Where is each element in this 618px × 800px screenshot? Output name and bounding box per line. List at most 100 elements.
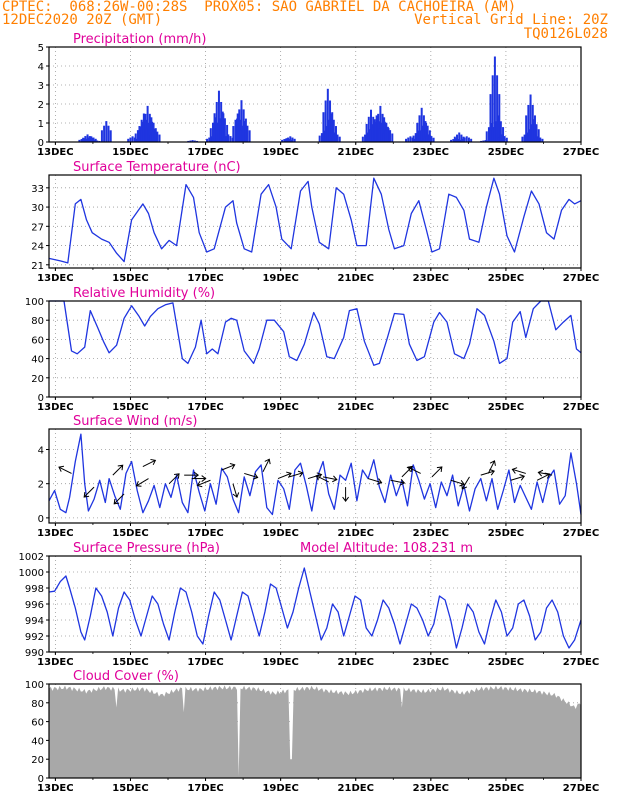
- precip-bar: [428, 134, 431, 142]
- y-tick-label: 1000: [19, 568, 44, 579]
- precip-bar: [78, 139, 81, 142]
- wind-arrow-icon: [450, 479, 465, 485]
- y-tick-label: 40: [31, 355, 44, 366]
- precip-bar: [154, 128, 157, 142]
- wind-arrow-icon: [480, 470, 495, 476]
- precip-bar: [107, 125, 110, 142]
- wind-arrow-icon: [461, 476, 470, 490]
- precip-bar: [369, 129, 372, 142]
- wind-arrow-icon: [315, 475, 329, 483]
- precip-bar: [287, 137, 290, 142]
- panel-note: Model Altitude: 108.231 m: [300, 541, 473, 556]
- wind-arrow-head: [264, 458, 271, 465]
- y-tick-label: 33: [31, 184, 44, 195]
- wind-arrow-head: [399, 478, 406, 486]
- y-tick-label: 60: [31, 335, 44, 346]
- wind-arrow-head: [83, 491, 90, 498]
- wind-arrow-head: [459, 479, 465, 487]
- y-tick-label: 990: [25, 648, 44, 659]
- precip-bar: [281, 139, 284, 142]
- precip-bar: [90, 136, 93, 142]
- x-tick-label: 23DEC: [413, 273, 449, 284]
- x-tick-label: 13DEC: [37, 273, 73, 284]
- x-tick-label: 15DEC: [112, 657, 148, 668]
- x-tick-label: 23DEC: [413, 402, 449, 413]
- wind-arrow-head: [113, 498, 120, 505]
- y-tick-label: 3: [38, 81, 44, 92]
- series-line: [49, 300, 582, 366]
- precip-bar: [193, 140, 196, 142]
- wind-arrow-icon: [512, 468, 526, 474]
- y-tick-label: 60: [31, 718, 44, 729]
- precip-bar: [361, 136, 364, 142]
- precip-bar: [149, 134, 152, 142]
- wind-arrow-head: [229, 463, 236, 470]
- precip-bar: [384, 130, 387, 142]
- y-tick-label: 4: [38, 62, 44, 73]
- precip-bar: [244, 121, 247, 142]
- y-tick-label: 996: [25, 600, 44, 611]
- precip-bar: [232, 126, 235, 142]
- precip-bar: [225, 136, 228, 142]
- x-tick-label: 17DEC: [187, 273, 223, 284]
- x-tick-label: 21DEC: [338, 783, 374, 794]
- precip-bar: [426, 125, 429, 142]
- x-tick-label: 25DEC: [488, 402, 524, 413]
- y-tick-label: 30: [31, 203, 44, 214]
- precip-bar: [418, 115, 421, 142]
- precip-bar: [456, 134, 459, 142]
- wind-arrow-icon: [367, 478, 382, 484]
- x-tick-label: 19DEC: [262, 273, 298, 284]
- precip-bar: [531, 104, 534, 142]
- y-tick-label: 100: [25, 680, 44, 691]
- precip-bar: [458, 132, 461, 142]
- precip-bar: [496, 75, 499, 142]
- precip-bar: [420, 130, 423, 142]
- precip-bar: [527, 104, 530, 142]
- precip-bar: [92, 137, 95, 142]
- wind-arrow-icon: [197, 479, 211, 486]
- x-tick-label: 25DEC: [488, 657, 524, 668]
- precip-bar: [364, 134, 367, 142]
- precip-bar: [105, 121, 108, 142]
- x-tick-label: 21DEC: [338, 528, 374, 539]
- wind-arrow-icon: [322, 476, 337, 481]
- precip-bar: [495, 121, 498, 142]
- precip-bar: [334, 132, 337, 142]
- precip-bar: [487, 127, 490, 142]
- y-tick-label: 2: [38, 100, 44, 111]
- x-tick-label: 17DEC: [187, 657, 223, 668]
- wind-arrow-icon: [168, 473, 180, 485]
- x-tick-label: 27DEC: [563, 147, 599, 158]
- y-tick-label: 20: [31, 755, 44, 766]
- precip-bar: [326, 126, 329, 142]
- precip-bar: [142, 121, 145, 142]
- wind-arrow-icon: [277, 472, 292, 480]
- wind-arrow-head: [193, 471, 199, 479]
- wind-arrow-icon: [113, 493, 125, 505]
- precip-bar: [289, 136, 292, 142]
- precip-bar: [541, 138, 544, 142]
- wind-arrow-head: [489, 460, 496, 466]
- wind-arrow-head: [342, 496, 349, 502]
- y-tick-label: 0: [38, 393, 44, 404]
- wind-arrow-head: [297, 470, 304, 478]
- wind-arrow-head: [519, 474, 526, 481]
- chart-header: CPTEC: 068:26W-00:28S PROX05: SAO GABRIE…: [0, 0, 618, 44]
- wind-arrow-icon: [390, 479, 405, 484]
- wind-arrow-icon: [262, 458, 270, 472]
- panel-1: Precipitation (mm/h) 0 1 2 3 4 5 13DEC 15DEC 17DE…: [37, 32, 599, 158]
- precip-bar: [238, 109, 241, 142]
- precip-bar: [332, 134, 335, 142]
- x-tick-label: 17DEC: [187, 402, 223, 413]
- precip-bar: [217, 124, 220, 142]
- wind-arrow-icon: [221, 464, 235, 471]
- precip-bar: [84, 136, 87, 142]
- precip-bar: [158, 134, 161, 142]
- x-tick-label: 15DEC: [112, 147, 148, 158]
- precip-bar: [489, 94, 492, 142]
- x-tick-label: 23DEC: [413, 783, 449, 794]
- precip-bar: [386, 126, 389, 142]
- wind-arrow-head: [407, 465, 414, 472]
- wind-arrow-icon: [536, 473, 550, 481]
